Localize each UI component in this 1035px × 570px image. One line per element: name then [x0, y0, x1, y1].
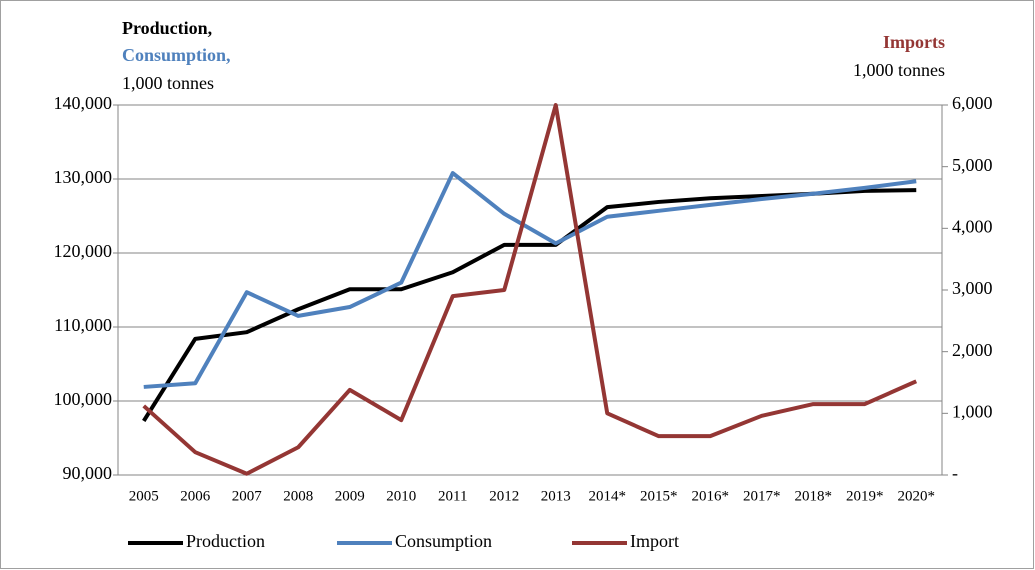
y-label-line: Production, [122, 18, 212, 38]
y2-tick-label: 2,000 [952, 340, 993, 360]
y2-tick-label: 5,000 [952, 155, 993, 175]
y-label-line: Consumption, [122, 45, 231, 65]
y-tick-label: 110,000 [54, 315, 112, 335]
legend-label: Production [186, 531, 265, 551]
x-tick-label: 2006 [180, 488, 211, 504]
y-label-line: 1,000 tonnes [122, 73, 214, 93]
x-tick-label: 2013 [541, 488, 571, 504]
x-tick-label: 2010 [386, 488, 416, 504]
x-tick-label: 2019* [846, 488, 884, 504]
y2-tick-label: 4,000 [952, 216, 993, 236]
x-tick-label: 2011 [438, 488, 467, 504]
x-tick-label: 2015* [640, 488, 678, 504]
x-tick-label: 2012 [489, 488, 519, 504]
x-tick-label: 2009 [335, 488, 365, 504]
x-tick-label: 2018* [795, 488, 833, 504]
y2-tick-label: 6,000 [952, 93, 993, 113]
legend-label: Import [630, 531, 679, 551]
plot-frame [117, 104, 943, 476]
y2-tick-label: 3,000 [952, 278, 993, 298]
y2-tick-label: - [952, 463, 958, 483]
x-tick-label: 2008 [283, 488, 313, 504]
y-tick-label: 130,000 [54, 167, 113, 187]
x-tick-label: 2017* [743, 488, 781, 504]
series-line [142, 103, 918, 476]
y-tick-label: 90,000 [63, 463, 113, 483]
y2-label-line: Imports [883, 32, 945, 52]
y-tick-label: 140,000 [54, 93, 113, 113]
x-tick-label: 2005 [129, 488, 159, 504]
x-tick-label: 2020* [898, 488, 936, 504]
x-tick-label: 2016* [692, 488, 730, 504]
y-tick-label: 120,000 [54, 241, 113, 261]
series-line [143, 171, 917, 389]
y2-tick-label: 1,000 [952, 401, 993, 421]
y-tick-label: 100,000 [54, 389, 113, 409]
y2-label-line: 1,000 tonnes [853, 60, 945, 80]
x-tick-label: 2014* [589, 488, 627, 504]
legend-label: Consumption [395, 531, 492, 551]
x-tick-label: 2007 [232, 488, 263, 504]
